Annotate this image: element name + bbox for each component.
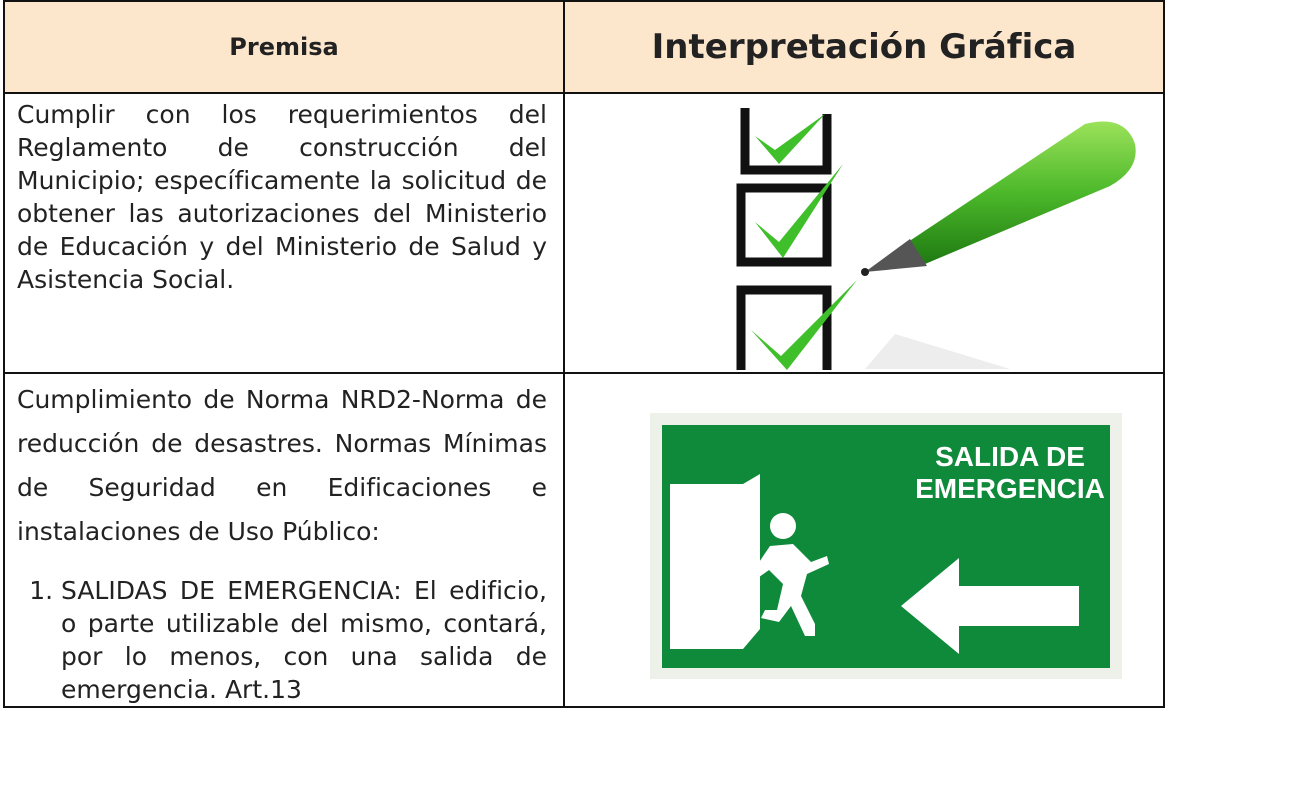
- header-cell: Interpretación Gráfica: [563, 0, 1165, 94]
- premise-cell: Cumplir con los requerimientos del Regla…: [3, 92, 565, 374]
- header-row: Premisa Interpretación Gráfica: [3, 0, 1165, 94]
- sign-text: EMERGENCIA: [915, 473, 1105, 504]
- graphic-cell: [563, 92, 1165, 374]
- premise-text: Cumplir con los requerimientos del Regla…: [17, 100, 547, 294]
- premise-cell: Cumplimiento de Norma NRD2-Norma de redu…: [3, 372, 565, 708]
- row: Cumplir con los requerimientos del Regla…: [3, 92, 1165, 374]
- row: Cumplimiento de Norma NRD2-Norma de redu…: [3, 372, 1165, 708]
- exit-sign: SALIDA DE EMERGENCIA: [650, 413, 1122, 679]
- premise-table: Premisa Interpretación Gráfica Cumplir c…: [3, 0, 1165, 708]
- sign-text: SALIDA DE: [935, 441, 1085, 472]
- checklist-illustration: [736, 108, 1136, 370]
- premise-list: SALIDAS DE EMERGENCIA: El edificio, o pa…: [5, 574, 547, 706]
- list-item: SALIDAS DE EMERGENCIA: El edificio, o pa…: [61, 574, 547, 706]
- premise-text: Cumplimiento de Norma NRD2-Norma de redu…: [17, 385, 547, 546]
- header-cell: Premisa: [3, 0, 565, 94]
- graphic-cell: SALIDA DE EMERGENCIA: [563, 372, 1165, 708]
